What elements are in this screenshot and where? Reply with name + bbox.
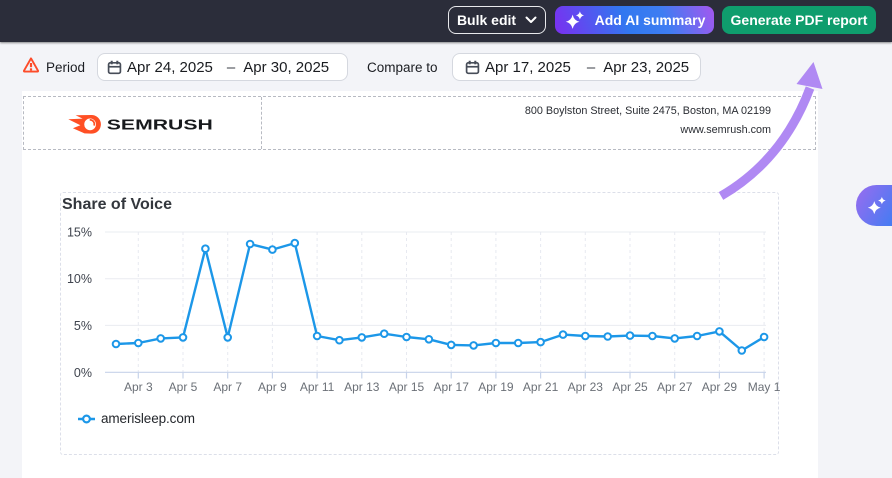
svg-text:SEMRUSH: SEMRUSH [107,118,213,134]
svg-text:Apr 27: Apr 27 [657,380,693,394]
svg-text:Apr 5: Apr 5 [169,380,198,394]
svg-text:Apr 7: Apr 7 [213,380,242,394]
svg-text:Apr 21: Apr 21 [523,380,559,394]
svg-text:Apr 11: Apr 11 [300,380,335,394]
svg-text:5%: 5% [74,319,92,333]
svg-text:10%: 10% [67,272,92,286]
svg-text:0%: 0% [74,366,92,380]
svg-text:15%: 15% [67,226,92,240]
svg-text:Apr 13: Apr 13 [344,380,380,394]
svg-text:Apr 15: Apr 15 [389,380,425,394]
svg-text:Apr 9: Apr 9 [258,380,287,394]
svg-text:Apr 19: Apr 19 [478,380,514,394]
svg-text:Apr 25: Apr 25 [612,380,648,394]
svg-text:Apr 17: Apr 17 [434,380,470,394]
svg-text:Apr 29: Apr 29 [702,380,738,394]
svg-text:May 1: May 1 [748,380,781,394]
svg-text:Apr 3: Apr 3 [124,380,153,394]
svg-text:Apr 23: Apr 23 [568,380,604,394]
